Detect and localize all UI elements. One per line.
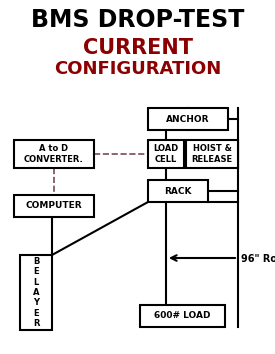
Text: 600# LOAD: 600# LOAD [154, 312, 211, 320]
Text: ANCHOR: ANCHOR [166, 114, 210, 124]
Text: COMPUTER: COMPUTER [26, 201, 82, 211]
Text: RACK: RACK [164, 187, 192, 195]
Text: LOAD
CELL: LOAD CELL [153, 144, 179, 164]
Text: A to D
CONVERTER.: A to D CONVERTER. [24, 144, 84, 164]
Bar [14, 140, 94, 168]
Bar [14, 195, 94, 217]
Bar [148, 108, 228, 130]
Text: CURRENT: CURRENT [82, 38, 192, 58]
Bar [148, 180, 208, 202]
Text: BMS DROP-TEST: BMS DROP-TEST [31, 8, 244, 32]
Text: HOIST &
RELEASE: HOIST & RELEASE [191, 144, 233, 164]
Text: CONFIGURATION: CONFIGURATION [54, 60, 221, 78]
Bar [186, 140, 238, 168]
Bar [140, 305, 225, 327]
Bar [148, 140, 184, 168]
Text: 96" Rope: 96" Rope [241, 254, 275, 264]
Text: B
E
L
A
Y
E
R: B E L A Y E R [33, 257, 39, 328]
Bar [20, 255, 52, 330]
